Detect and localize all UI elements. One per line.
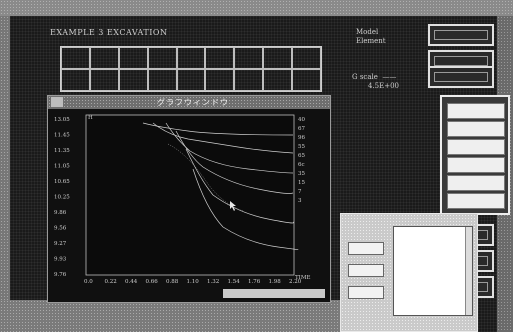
grid-cell[interactable]: [205, 47, 235, 69]
left-tick-label: 9.76: [54, 272, 67, 278]
grid-cell[interactable]: [89, 69, 119, 91]
right-tick-label: 96: [298, 135, 305, 141]
right-tick-label: 67: [298, 126, 305, 132]
right-tick-labels: 40 67 96 55 65 6c 35 15 7 3: [298, 117, 305, 204]
model-label-line1: Model: [356, 28, 379, 36]
scale-line-icon: ——: [380, 73, 397, 81]
right-tick-label: 65: [298, 153, 305, 159]
x-tick-label: 0.0: [84, 279, 93, 285]
curve-1: [142, 122, 294, 136]
plot-area: [85, 114, 295, 276]
grid-cell[interactable]: [147, 47, 177, 69]
left-tick-label: 11.05: [54, 164, 70, 170]
scale-label: G scale: [352, 73, 378, 81]
grid-cell[interactable]: [234, 69, 264, 91]
graph-status-bar: [223, 289, 325, 298]
x-tick-label: 1.32: [207, 279, 219, 285]
right-tick-label: 7: [298, 189, 302, 195]
x-axis-label: TIME: [295, 275, 311, 281]
x-tick-label: 2.20: [289, 279, 302, 285]
bottom-bar: [0, 300, 340, 332]
left-tick-labels: 13.05 11.45 11.35 11.05 10.65 10.25 9.86 9.56 9.…: [54, 117, 70, 278]
left-tick-label: 11.45: [54, 133, 70, 139]
x-tick-label: 1.76: [248, 279, 261, 285]
x-tick-label: 0.88: [166, 279, 179, 285]
left-tick-label: 10.25: [54, 195, 70, 201]
top-bar: [0, 0, 513, 16]
curve-5: [185, 148, 295, 224]
right-tick-label: 15: [298, 180, 305, 186]
x-tick-label: 0.66: [146, 279, 159, 285]
dialog-list-scrollbar[interactable]: [465, 227, 472, 315]
x-tick-label: 1.10: [187, 279, 200, 285]
mouse-cursor-icon: [230, 201, 236, 211]
grid-cell[interactable]: [61, 69, 90, 91]
dialog-list[interactable]: [393, 226, 473, 316]
curve-2: [152, 122, 294, 154]
grid-cell[interactable]: [176, 47, 206, 69]
grid-cell[interactable]: [89, 47, 119, 69]
menu-item-3[interactable]: [447, 139, 505, 155]
curve-4: [175, 130, 294, 194]
left-tick-label: 9.86: [54, 210, 67, 216]
grid-cell[interactable]: [234, 47, 264, 69]
y-axis-label: H: [88, 115, 93, 121]
grid-cell[interactable]: [292, 47, 321, 69]
data-grid: [60, 46, 322, 92]
menu-item-6[interactable]: [447, 193, 505, 209]
left-tick-label: 11.35: [54, 148, 70, 154]
right-tick-label: 40: [298, 117, 305, 123]
graph-plot: H TIME 13.05 11.45 11.35 11.05 10.65 10.25 9.8…: [54, 114, 311, 285]
menu-item-1[interactable]: [447, 103, 505, 119]
graph-window-title: グラフウィンドウ: [157, 98, 229, 107]
grid-cell[interactable]: [118, 47, 148, 69]
x-tick-label: 1.98: [269, 279, 282, 285]
right-tick-label: 6c: [298, 162, 305, 168]
window-menu-icon[interactable]: [51, 97, 63, 107]
side-button-1[interactable]: [428, 24, 494, 46]
grid-cell[interactable]: [263, 69, 293, 91]
right-tick-label: 35: [298, 171, 305, 177]
model-label: Model Element: [356, 28, 410, 46]
model-label-line2: Element: [356, 37, 386, 45]
menu-item-4[interactable]: [447, 157, 505, 173]
x-tick-label: 0.44: [125, 279, 138, 285]
grid-cell[interactable]: [118, 69, 148, 91]
left-tick-label: 9.27: [54, 241, 67, 247]
left-border: [0, 16, 10, 332]
select-dialog[interactable]: [340, 213, 478, 332]
grid-cell[interactable]: [61, 47, 90, 69]
dialog-button-2[interactable]: [348, 264, 384, 277]
side-button-3[interactable]: [428, 66, 494, 88]
scale-indicator: G scale —— 4.5E+00: [352, 73, 399, 91]
left-tick-label: 9.56: [54, 226, 67, 232]
dialog-button-3[interactable]: [348, 286, 384, 299]
left-tick-label: 9.93: [54, 257, 67, 263]
scale-value: 4.5E+00: [368, 82, 400, 90]
menu-item-2[interactable]: [447, 121, 505, 137]
x-tick-labels: 0.0 0.22 0.44 0.66 0.88 1.10 1.32 1.54 1.76 1.98 2…: [84, 279, 302, 285]
curve-3: [165, 122, 294, 174]
grid-cell[interactable]: [263, 47, 293, 69]
grid-cell[interactable]: [292, 69, 321, 91]
grid-cell[interactable]: [147, 69, 177, 91]
grid-cell[interactable]: [176, 69, 206, 91]
dialog-button-1[interactable]: [348, 242, 384, 255]
right-tick-label: 3: [298, 198, 302, 204]
graph-window-titlebar[interactable]: グラフウィンドウ: [48, 96, 330, 109]
grid-cell[interactable]: [205, 69, 235, 91]
popup-menu: [440, 95, 510, 215]
screen-title: EXAMPLE 3 EXCAVATION: [50, 28, 168, 37]
curve-6: [192, 168, 299, 251]
menu-item-5[interactable]: [447, 175, 505, 191]
x-tick-label: 0.22: [105, 279, 117, 285]
left-tick-label: 10.65: [54, 179, 70, 185]
dialog-footer: [341, 320, 477, 331]
right-tick-label: 55: [298, 144, 305, 150]
graph-window[interactable]: グラフウィンドウ H TIME 13.05 11.45 11.35 11.05 10.6…: [47, 95, 331, 303]
left-tick-label: 13.05: [54, 117, 70, 123]
x-tick-label: 1.54: [228, 279, 241, 285]
